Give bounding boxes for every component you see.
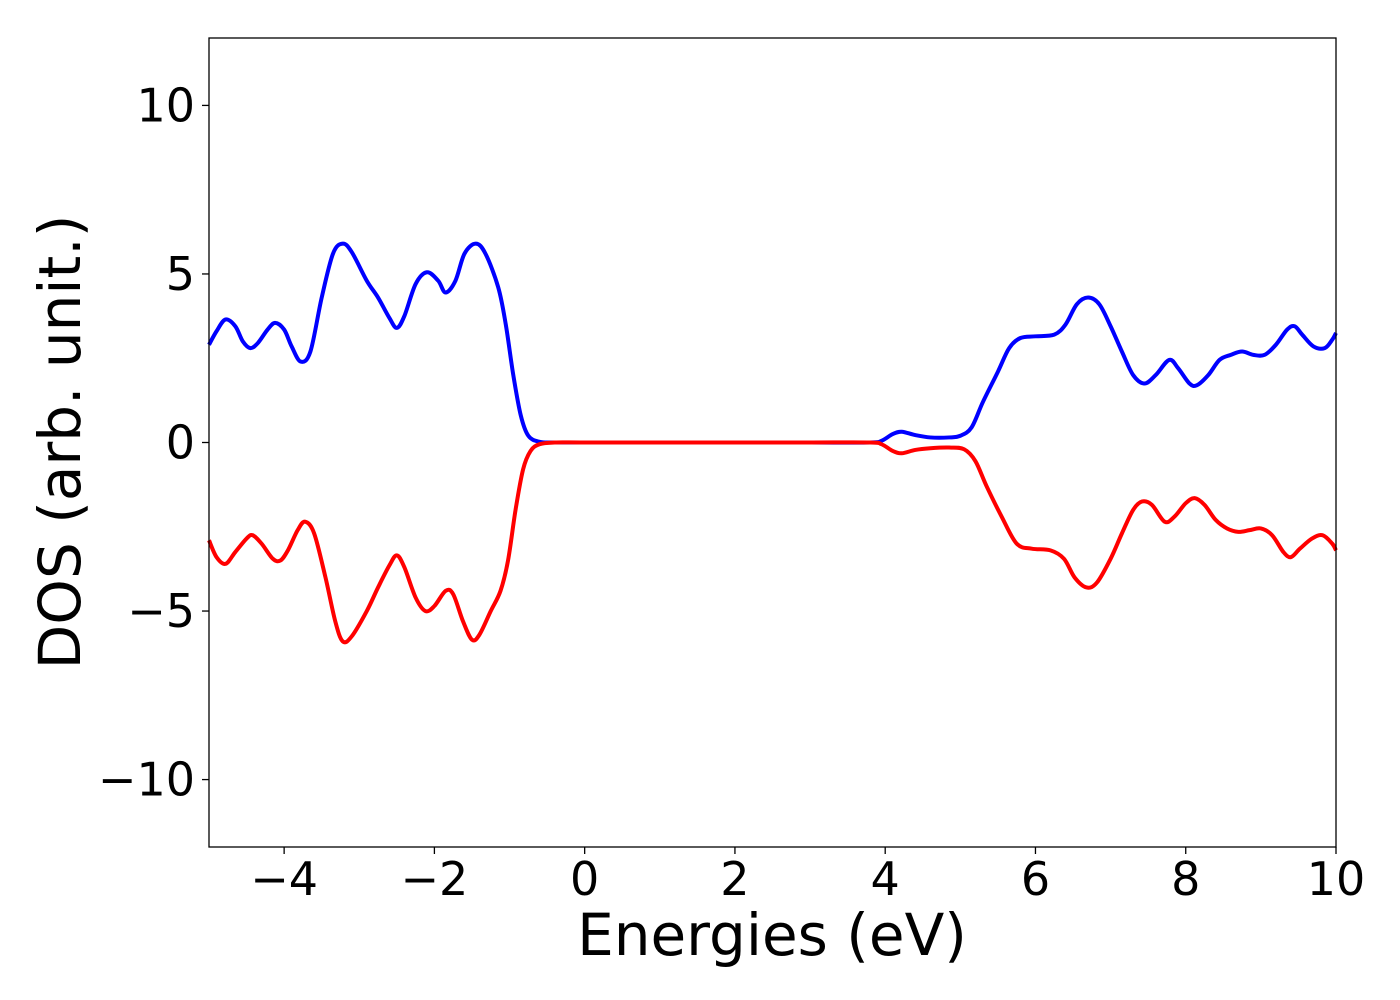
y-tick-label: 0 xyxy=(166,416,195,470)
y-tick-label: 5 xyxy=(166,247,195,301)
y-tick-label: −5 xyxy=(127,584,195,638)
y-tick-label: −10 xyxy=(98,753,195,807)
series-line-1 xyxy=(207,241,1338,445)
y-axis-title: DOS (arb. unit.) xyxy=(26,215,94,670)
x-tick-label: 4 xyxy=(871,852,900,906)
x-axis-ticks: −4 −2 0 2 4 6 8 10 xyxy=(250,847,1365,906)
y-tick-label: 10 xyxy=(136,78,195,132)
x-tick-label: 2 xyxy=(720,852,749,906)
series-line-2 xyxy=(207,440,1338,645)
x-axis-title: Energies (eV) xyxy=(577,901,967,969)
x-tick-label: 0 xyxy=(570,852,599,906)
x-tick-label: −2 xyxy=(400,852,468,906)
x-tick-label: 8 xyxy=(1171,852,1200,906)
series-layer xyxy=(207,241,1338,645)
y-axis-ticks: −10 −5 0 5 10 xyxy=(98,78,209,807)
x-tick-label: −4 xyxy=(250,852,318,906)
x-tick-label: 6 xyxy=(1021,852,1050,906)
plot-area xyxy=(207,37,1338,848)
x-tick-label: 10 xyxy=(1307,852,1366,906)
